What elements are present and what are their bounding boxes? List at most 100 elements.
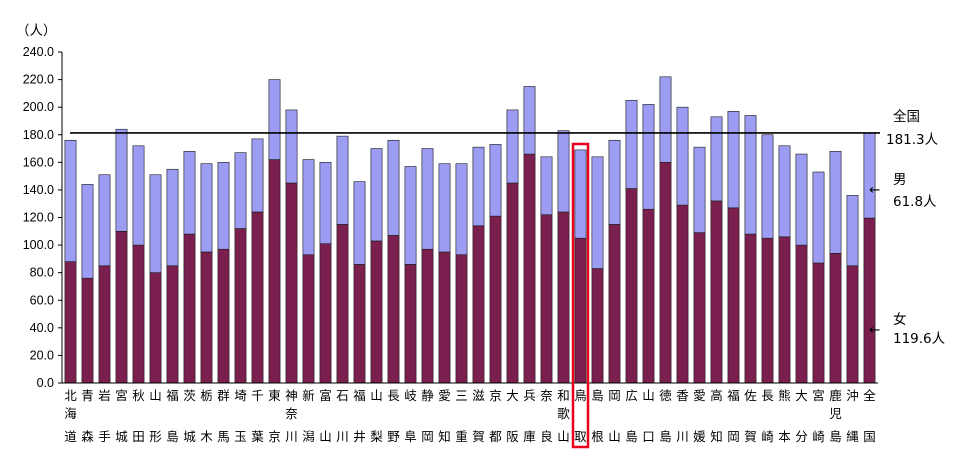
x-tick-label: 山 <box>319 429 332 444</box>
bar-male <box>472 146 485 227</box>
highlight-box-tottori <box>571 142 590 449</box>
bar-male <box>795 153 808 246</box>
bar-female <box>523 153 536 384</box>
x-tick-label: 鹿 <box>829 388 842 403</box>
x-tick-label: 福 <box>727 388 740 403</box>
x-tick-label: 愛 <box>693 388 706 403</box>
bar-female <box>642 208 655 384</box>
x-tick-label: 川 <box>336 429 349 444</box>
bar-male <box>540 156 553 216</box>
x-tick-label: 城 <box>115 429 128 444</box>
national-value: 181.3人 <box>886 132 939 148</box>
y-tick-label: 40.0 <box>30 321 54 335</box>
x-tick-label: 宮 <box>812 388 825 403</box>
female-label: 女 <box>893 311 907 328</box>
bar-female <box>438 251 451 384</box>
bar-female <box>812 262 825 384</box>
bar-male <box>761 134 774 239</box>
y-tick-label: 240.0 <box>23 45 54 59</box>
bar-male <box>557 130 570 213</box>
bar-male <box>625 99 638 189</box>
x-tick-label: 長 <box>761 388 774 403</box>
x-tick-label: 知 <box>438 429 451 444</box>
bar-male <box>710 116 723 202</box>
x-tick-label: 本 <box>778 429 791 444</box>
x-tick-label: 阜 <box>404 429 417 444</box>
bar-male <box>693 146 706 233</box>
bar-male <box>489 144 502 217</box>
bar-male <box>727 111 740 209</box>
bar-female <box>98 265 111 384</box>
x-tick-label: 佐 <box>744 388 757 403</box>
bar-female <box>676 204 689 384</box>
bar-female <box>234 228 247 384</box>
x-tick-label: 山 <box>608 429 621 444</box>
x-tick-label: 兵 <box>523 388 536 403</box>
bar-male <box>421 148 434 250</box>
x-tick-label: 広 <box>625 388 638 403</box>
x-tick-label: 山 <box>642 388 655 403</box>
x-tick-label: 栃 <box>200 388 213 403</box>
x-tick-label: 愛 <box>438 388 451 403</box>
bar-female <box>353 264 366 384</box>
x-tick-label: 岐 <box>404 388 417 403</box>
y-tick-label: 160.0 <box>23 155 54 169</box>
x-tick-label: 良 <box>540 429 553 444</box>
x-tick-label: 京 <box>268 429 281 444</box>
x-axis-labels: 北海道青森岩手宮城秋田山形福島茨城栃木群馬埼玉千葉東京神奈川新潟富山石川福井山梨… <box>64 388 876 444</box>
bar-male <box>319 162 332 245</box>
x-tick-label: 島 <box>591 388 604 403</box>
bar-male <box>438 163 451 253</box>
bar-male <box>778 145 791 238</box>
x-tick-label: 長 <box>387 388 400 403</box>
bar-male <box>183 151 196 235</box>
bar-female <box>285 182 298 384</box>
x-tick-label: 福 <box>166 388 179 403</box>
bar-female <box>591 268 604 384</box>
bar-male <box>217 162 230 250</box>
bar-male <box>812 171 825 264</box>
bar-male <box>200 163 213 253</box>
x-tick-label: 香 <box>676 388 689 403</box>
x-tick-label: 木 <box>200 429 213 444</box>
y-tick-label: 220.0 <box>23 73 54 87</box>
bar-male <box>149 174 162 273</box>
bar-female <box>336 224 349 384</box>
bar-female <box>557 211 570 384</box>
x-tick-label: 島 <box>625 429 638 444</box>
x-tick-label: 京 <box>489 388 502 403</box>
bar-male <box>285 109 298 184</box>
bar-male <box>251 138 264 213</box>
bar-female <box>846 265 859 384</box>
x-tick-label: 海 <box>64 406 77 421</box>
x-tick-label: 野 <box>387 429 400 444</box>
bar-male <box>642 104 655 210</box>
bar-female <box>727 207 740 384</box>
bar-female <box>574 237 587 384</box>
bar-female <box>81 277 94 384</box>
x-tick-label: 城 <box>183 429 196 444</box>
x-tick-label: 岩 <box>98 388 111 403</box>
x-tick-label: 東 <box>268 388 281 403</box>
x-tick-label: 千 <box>251 388 264 403</box>
bar-female <box>659 162 672 384</box>
x-tick-label: 奈 <box>285 406 298 421</box>
bar-male <box>81 184 94 279</box>
y-axis-ticks: 0.0 20.0 40.0 60.0 80.0 100.0 120.0 140.0 160.0 1… <box>23 45 62 390</box>
bar-male <box>829 151 842 254</box>
bar-female <box>744 233 757 384</box>
y-tick-label: 140.0 <box>23 183 54 197</box>
bar-male <box>370 148 383 242</box>
x-tick-label: 青 <box>81 388 94 403</box>
x-tick-label: 大 <box>506 388 519 403</box>
bar-male <box>608 139 621 225</box>
x-tick-label: 岡 <box>421 429 434 444</box>
x-tick-label: 山 <box>557 429 570 444</box>
bar-male <box>863 132 876 219</box>
x-tick-label: 静 <box>421 388 434 403</box>
y-tick-label: 180.0 <box>23 128 54 142</box>
x-tick-label: 島 <box>166 429 179 444</box>
x-tick-label: 沖 <box>846 388 859 403</box>
male-label: 男 <box>893 172 907 188</box>
x-tick-label: 梨 <box>370 429 383 444</box>
